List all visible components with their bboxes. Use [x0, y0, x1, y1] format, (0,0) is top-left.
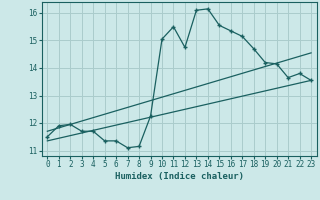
- X-axis label: Humidex (Indice chaleur): Humidex (Indice chaleur): [115, 172, 244, 181]
